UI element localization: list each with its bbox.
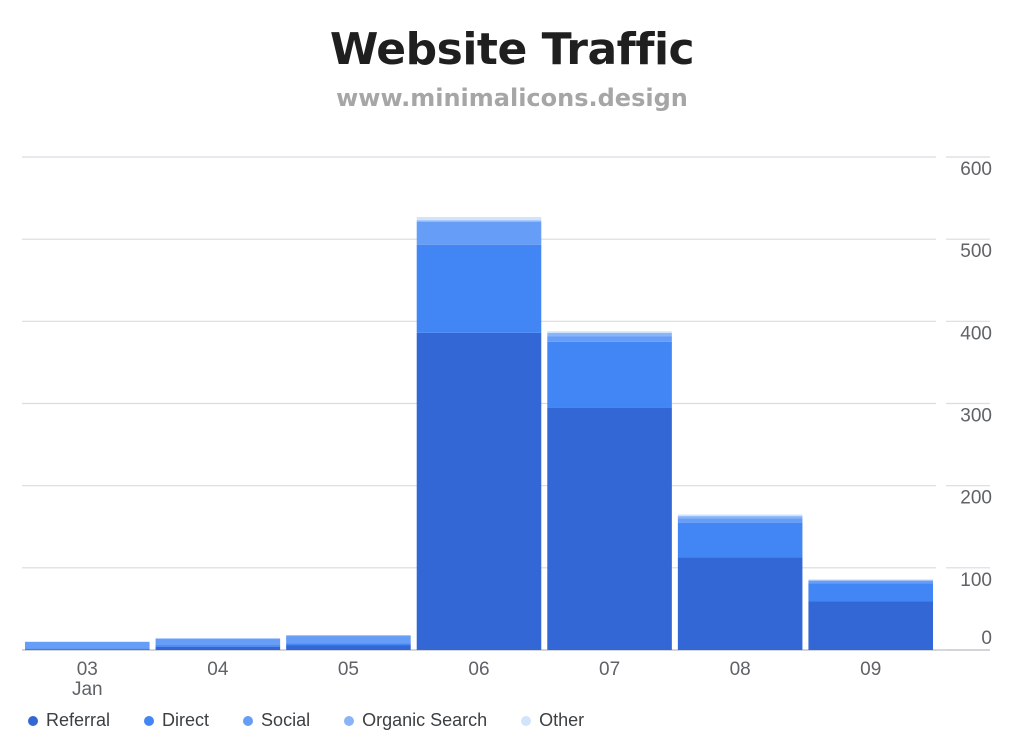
y-tick-label: 400 xyxy=(960,323,992,344)
bar-segment[interactable] xyxy=(286,635,411,637)
y-tick-label: 600 xyxy=(960,159,992,180)
legend-dot-icon xyxy=(28,715,38,726)
bar-segment[interactable] xyxy=(677,557,803,650)
x-tick-label: 06 xyxy=(468,659,489,680)
bar-segment[interactable] xyxy=(808,580,933,581)
bar-segment[interactable] xyxy=(416,332,542,650)
bar-segment[interactable] xyxy=(416,244,542,333)
bar-segment[interactable] xyxy=(25,641,150,649)
bar-segment[interactable] xyxy=(547,341,672,408)
legend-item[interactable]: Direct xyxy=(144,710,209,731)
y-tick-label: 100 xyxy=(960,570,992,591)
bar-segment[interactable] xyxy=(155,645,281,647)
bar-segment[interactable] xyxy=(547,407,672,650)
y-axis-labels: 0 100 200 300 400 500 600 xyxy=(960,159,992,649)
bar-segment[interactable] xyxy=(25,648,150,650)
bar-segment[interactable] xyxy=(808,601,933,650)
legend: Referral Direct Social Organic Search Other xyxy=(28,710,618,731)
bar-segment[interactable] xyxy=(416,216,542,221)
chart-subtitle: www.minimalicons.design xyxy=(336,84,688,112)
legend-item[interactable]: Referral xyxy=(28,710,110,731)
y-tick-label: 300 xyxy=(960,406,992,427)
legend-label: Other xyxy=(539,710,585,730)
legend-dot-icon xyxy=(243,715,254,726)
y-tick-label: 500 xyxy=(960,241,992,262)
legend-label: Social xyxy=(261,710,311,730)
bar-segment[interactable] xyxy=(286,645,411,650)
x-tick-label: 03 xyxy=(77,659,98,680)
bar-segment[interactable] xyxy=(547,336,672,342)
x-tick-label: 08 xyxy=(730,659,751,680)
bar-segment[interactable] xyxy=(547,331,672,333)
bar-segment[interactable] xyxy=(677,522,803,558)
bar-segment[interactable] xyxy=(547,332,672,337)
bar-segment[interactable] xyxy=(416,220,542,222)
x-tick-label: 05 xyxy=(338,659,359,680)
bar-segment[interactable] xyxy=(286,643,411,646)
bar-segment[interactable] xyxy=(808,580,933,584)
bar-segment[interactable] xyxy=(416,221,542,245)
bar-segment[interactable] xyxy=(808,583,933,602)
legend-item[interactable]: Organic Search xyxy=(344,710,487,731)
legend-item[interactable]: Other xyxy=(521,710,584,731)
bar-segment[interactable] xyxy=(25,649,150,650)
legend-label: Referral xyxy=(46,710,111,730)
x-tick-sublabel: Jan xyxy=(72,679,103,700)
bar-segment[interactable] xyxy=(155,638,281,646)
bar-segment[interactable] xyxy=(808,579,933,581)
x-tick-label: 07 xyxy=(599,659,620,680)
bar-segment[interactable] xyxy=(155,646,281,650)
legend-label: Organic Search xyxy=(362,710,488,730)
legend-dot-icon xyxy=(344,715,355,726)
legend-label: Direct xyxy=(162,710,210,730)
legend-item[interactable]: Social xyxy=(243,710,310,731)
chart-title: Website Traffic xyxy=(329,24,695,75)
bars xyxy=(25,216,933,650)
x-tick-label: 09 xyxy=(860,659,881,680)
bar-segment[interactable] xyxy=(677,514,803,517)
bar-segment[interactable] xyxy=(677,518,803,523)
y-tick-label: 200 xyxy=(960,488,992,509)
bar-segment[interactable] xyxy=(677,516,803,519)
legend-dot-icon xyxy=(521,715,532,726)
legend-dot-icon xyxy=(144,715,155,726)
x-tick-label: 04 xyxy=(207,659,229,680)
y-tick-label: 0 xyxy=(981,628,992,649)
bar-segment[interactable] xyxy=(286,636,411,644)
